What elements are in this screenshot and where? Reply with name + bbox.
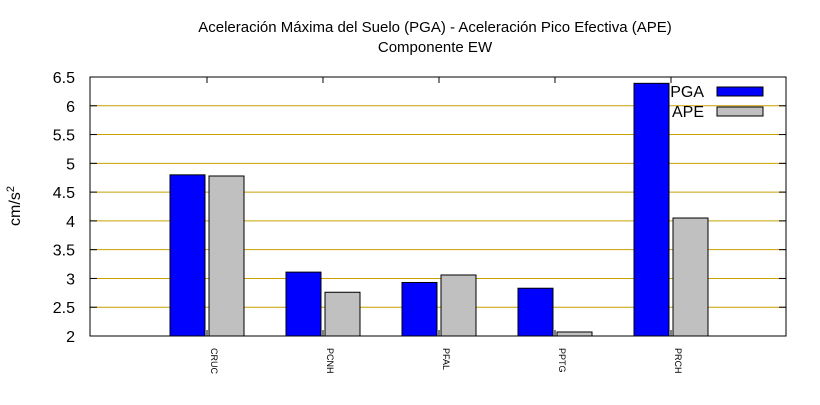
bar-pga-cruc: [169, 174, 206, 337]
y-tick-label: 3: [66, 271, 75, 288]
y-axis-ticks: 2 2.5 3 3.5 4 4.5 5 5.5 6 6.5: [53, 70, 786, 346]
bar-pga-pcnh: [285, 271, 322, 337]
y-tick-label: 4.5: [53, 185, 75, 202]
legend-swatch-pga: [716, 86, 764, 97]
y-tick-label: 2.5: [53, 300, 75, 317]
x-tick-label-pptg: PPTG: [557, 348, 567, 373]
x-tick-label-pcnh: PCNH: [325, 348, 335, 374]
y-axis-label-exponent: 2: [5, 186, 17, 192]
bar-ape-cruc: [208, 175, 245, 337]
x-tick-label-prch: PRCH: [673, 348, 683, 374]
x-tick-label-cruc: CRUC: [209, 348, 219, 374]
y-axis-label-unit: cm/s: [7, 192, 24, 226]
y-tick-label: 3.5: [53, 243, 75, 260]
bars: [169, 82, 709, 337]
y-axis-label: cm/s2: [5, 186, 24, 226]
bar-ape-pptg: [556, 331, 593, 337]
legend-label-ape: APE: [672, 104, 704, 121]
bar-pga-prch: [633, 82, 670, 337]
bar-pga-pptg: [517, 287, 554, 337]
plot-frame: [89, 76, 787, 337]
y-tick-label: 4: [66, 214, 75, 231]
gridlines: [90, 105, 786, 308]
chart-title: Aceleración Máxima del Suelo (PGA) - Ace…: [198, 19, 672, 36]
y-tick-label: 6.5: [53, 70, 75, 87]
legend-swatch-ape: [716, 106, 764, 117]
legend: PGA APE: [670, 84, 764, 121]
x-tick-label-pfal: PFAL: [441, 348, 451, 370]
x-axis-tick-labels: CRUC PCNH PFAL PPTG PRCH: [209, 348, 683, 374]
y-tick-label: 6: [66, 99, 75, 116]
bar-ape-pcnh: [324, 291, 361, 337]
chart-subtitle: Componente EW: [378, 39, 493, 56]
y-tick-label: 5.5: [53, 128, 75, 145]
bar-pga-pfal: [401, 281, 438, 337]
bar-ape-pfal: [440, 274, 477, 337]
y-tick-label: 5: [66, 156, 75, 173]
bar-ape-prch: [672, 217, 709, 337]
y-tick-label: 2: [66, 329, 75, 346]
legend-label-pga: PGA: [670, 84, 704, 101]
